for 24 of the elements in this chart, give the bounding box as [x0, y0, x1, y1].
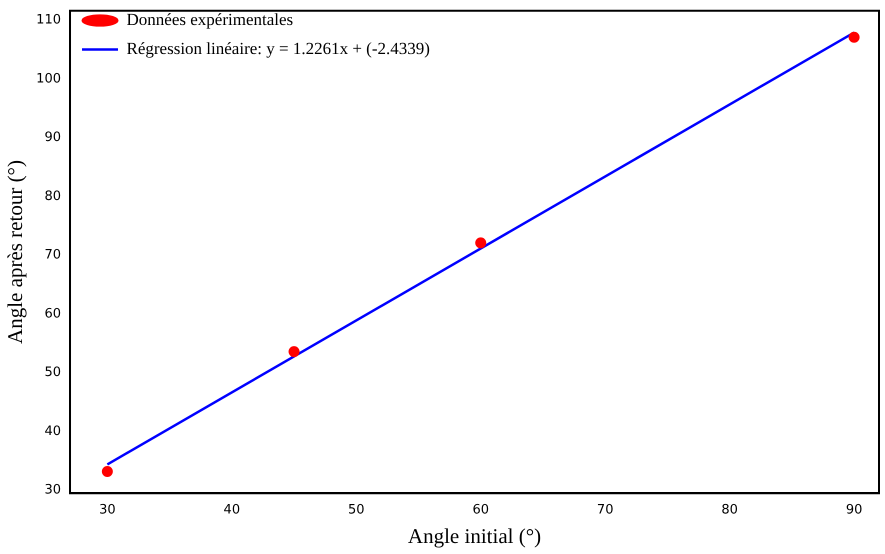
y-tick-label: 90	[44, 130, 62, 146]
y-tick-label: 70	[44, 248, 62, 263]
y-tick-label: 40	[44, 424, 62, 439]
y-axis-title: Angle après retour (°)	[3, 160, 28, 344]
point	[848, 32, 860, 43]
point	[475, 237, 486, 248]
y-tick-label: 60	[44, 306, 62, 322]
x-tick-label: 60	[472, 502, 490, 518]
x-tick-label: 30	[99, 502, 116, 518]
point	[102, 466, 113, 477]
y-tick-label: 50	[44, 365, 62, 380]
y-tick-label: 100	[36, 71, 62, 86]
legend-label: Régression linéaire: y = 1.2261x + (-2.4339)	[126, 38, 430, 58]
x-tick-label: 80	[721, 502, 738, 518]
x-tick-label: 40	[224, 502, 240, 518]
y-tick-label: 80	[44, 188, 62, 204]
legend-label: Données expérimentales	[126, 10, 294, 29]
x-axis-title: Angle initial (°)	[408, 524, 542, 548]
x-tick-label: 50	[348, 502, 365, 518]
x-tick-label: 90	[846, 502, 862, 518]
y-tick-label: 110	[36, 12, 62, 28]
y-tick-label: 30	[44, 482, 62, 498]
x-tick-label: 70	[596, 502, 614, 518]
point	[288, 346, 300, 358]
